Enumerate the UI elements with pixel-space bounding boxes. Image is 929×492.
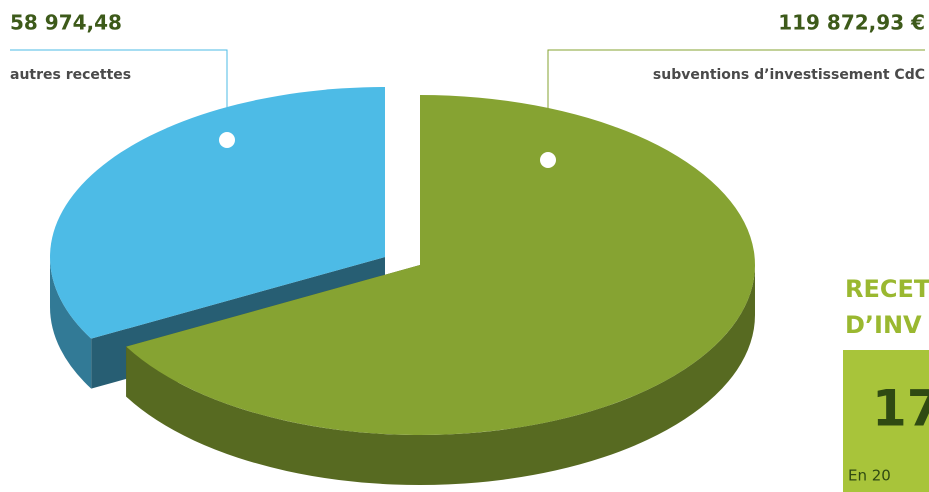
slice-side — [50, 257, 92, 389]
panel-amount: 17 — [872, 380, 929, 438]
slice — [49, 87, 385, 339]
label-dot — [540, 152, 556, 168]
panel-title: RECET — [845, 275, 929, 303]
panel-title: D’INV — [845, 311, 922, 339]
panel-note: En 20 — [848, 467, 891, 485]
slice — [126, 95, 756, 435]
value-label: 58 974,48 — [10, 11, 122, 35]
slice-side — [126, 265, 755, 485]
panel-box — [843, 350, 929, 492]
leader-line — [547, 49, 925, 160]
value-label: 119 872,93 € — [778, 11, 925, 35]
category-label: subventions d’investissement CdC — [653, 67, 925, 83]
leader-line — [10, 49, 228, 140]
label-dot — [219, 132, 235, 148]
category-label: autres recettes — [10, 67, 131, 83]
